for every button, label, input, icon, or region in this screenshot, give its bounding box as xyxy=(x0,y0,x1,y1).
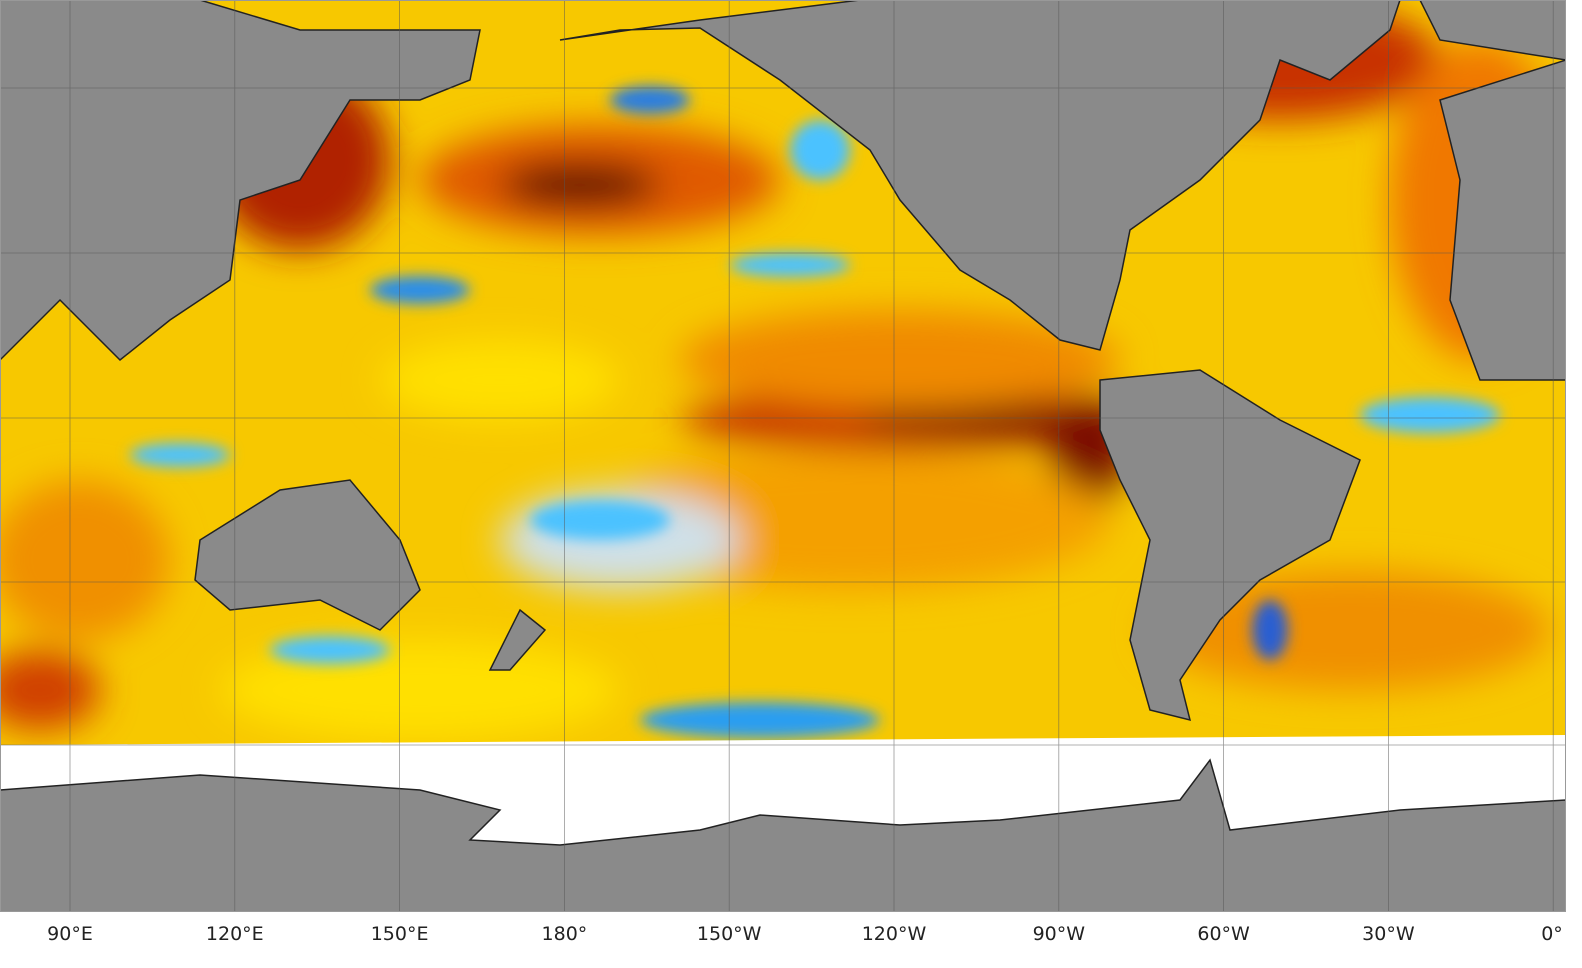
map-area xyxy=(0,0,1566,912)
longitude-label: 150°W xyxy=(697,923,762,945)
longitude-label: 120°W xyxy=(862,923,927,945)
longitude-label: 180° xyxy=(542,923,588,945)
map-frame xyxy=(0,0,1566,912)
longitude-label: 60°W xyxy=(1197,923,1250,945)
land xyxy=(0,0,1566,912)
longitude-label: 150°E xyxy=(371,923,429,945)
longitude-label: 120°E xyxy=(206,923,264,945)
graticule xyxy=(0,0,1566,912)
longitude-label: 0° xyxy=(1541,923,1563,945)
longitude-label: 90°E xyxy=(47,923,93,945)
longitude-label: 90°W xyxy=(1033,923,1086,945)
longitude-label: 30°W xyxy=(1362,923,1415,945)
cold-anomalies xyxy=(130,86,1500,738)
